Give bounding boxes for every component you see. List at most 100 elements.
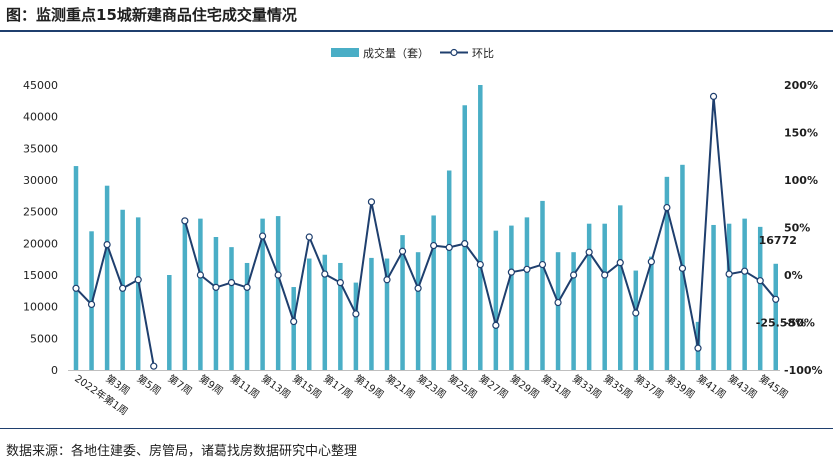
bar [462, 105, 467, 371]
x-tick-label: 第41周 [694, 372, 728, 401]
line-point [678, 264, 687, 272]
y-right-tick-label: 150% [784, 127, 818, 140]
bar [275, 216, 281, 370]
bar [415, 252, 421, 370]
chart: 成交量（套） 环比 0 5000 10000 15000 20000 25000 30000 35… [23, 46, 823, 418]
bar [773, 263, 778, 370]
line-point [305, 233, 313, 241]
bar [757, 226, 763, 370]
line-point [694, 344, 702, 352]
bar [307, 258, 312, 370]
bar [229, 247, 234, 370]
x-tick-label: 第35周 [601, 372, 635, 401]
x-tick-label: 第31周 [539, 372, 573, 401]
x-tick-label: 第13周 [259, 372, 293, 401]
line-point [445, 243, 453, 252]
bar [524, 217, 530, 370]
line-data-label: -25.58% [756, 316, 806, 329]
x-tick-label: 第19周 [352, 372, 386, 401]
line-point [663, 203, 671, 212]
bar [618, 205, 623, 370]
bar [260, 218, 265, 370]
line-point [725, 270, 733, 278]
bar [167, 275, 172, 370]
bar [338, 262, 343, 370]
line-point [352, 310, 360, 318]
x-tick-label: 第27周 [477, 372, 511, 401]
legend-bar-swatch [331, 48, 359, 57]
line-point [87, 300, 96, 309]
legend-line-label: 环比 [472, 47, 494, 60]
line-point [72, 284, 80, 292]
line-point [476, 260, 484, 269]
source-note: 数据来源：各地住建委、房管局，诸葛找房数据研究中心整理 [6, 444, 358, 459]
line-point [196, 271, 204, 279]
bar [244, 262, 250, 370]
x-tick-label: 第17周 [321, 372, 355, 401]
bar [198, 218, 203, 370]
bar [384, 258, 390, 370]
bar [649, 256, 654, 370]
line-point [538, 260, 547, 269]
line-point [492, 321, 500, 329]
bar [478, 85, 483, 370]
y-left-tick-label: 5000 [30, 332, 58, 345]
line-point [259, 232, 267, 240]
x-tick-label: 第9周 [197, 372, 226, 398]
y-left-tick-label: 40000 [23, 111, 58, 124]
x-tick-label: 第33周 [570, 372, 604, 401]
bar [446, 170, 452, 370]
y-left-tick-label: 25000 [23, 206, 58, 219]
source-divider [0, 428, 833, 429]
line-point [290, 317, 298, 326]
legend-line-marker [450, 48, 458, 57]
bar [182, 219, 188, 370]
line-point [554, 298, 562, 307]
bar [540, 200, 545, 370]
line-point [709, 92, 718, 101]
y-right-tick-label: -100% [784, 364, 823, 377]
y-right-tick-label: -50% [784, 317, 815, 330]
line-point [150, 362, 158, 370]
line-point [756, 277, 764, 285]
y-right-tick-label: 50% [784, 222, 810, 235]
line-point [119, 284, 127, 292]
x-tick-label: 第39周 [663, 372, 697, 401]
line-point [243, 283, 251, 291]
title-divider [0, 30, 833, 32]
x-tick-label: 第29周 [508, 372, 542, 401]
x-tick-label: 第43周 [725, 372, 759, 401]
line-point [274, 271, 282, 279]
line-point [585, 248, 593, 256]
line-point [227, 279, 236, 287]
line-point [647, 258, 655, 266]
x-tick-label: 第15周 [290, 372, 324, 401]
y-right-tick-label: 200% [784, 79, 818, 92]
line-point [134, 276, 142, 284]
line-point [103, 241, 111, 249]
bar [742, 218, 747, 370]
line-point [461, 240, 469, 248]
line-point [507, 268, 515, 276]
x-tick-label: 第5周 [134, 372, 163, 398]
bar [633, 270, 639, 370]
bar [291, 287, 296, 370]
x-tick-label: 第37周 [632, 372, 666, 401]
y-left-tick-label: 30000 [23, 174, 58, 187]
x-tick-label: 第25周 [445, 372, 479, 401]
line-series [75, 95, 777, 367]
bar [711, 224, 716, 370]
line-point [414, 284, 422, 292]
y-left-tick-label: 15000 [23, 269, 58, 282]
bar [602, 223, 607, 370]
chart-title: 图：监测重点15城新建商品住宅成交量情况 [6, 6, 297, 24]
line-point [741, 267, 749, 275]
bar [135, 217, 141, 370]
line-point [398, 247, 407, 255]
line-point [336, 279, 344, 287]
y-left-tick-label: 10000 [23, 301, 58, 314]
bar [73, 166, 79, 370]
y-left-tick-label: 0 [51, 364, 58, 377]
bar [571, 252, 576, 370]
line-point [367, 198, 376, 206]
